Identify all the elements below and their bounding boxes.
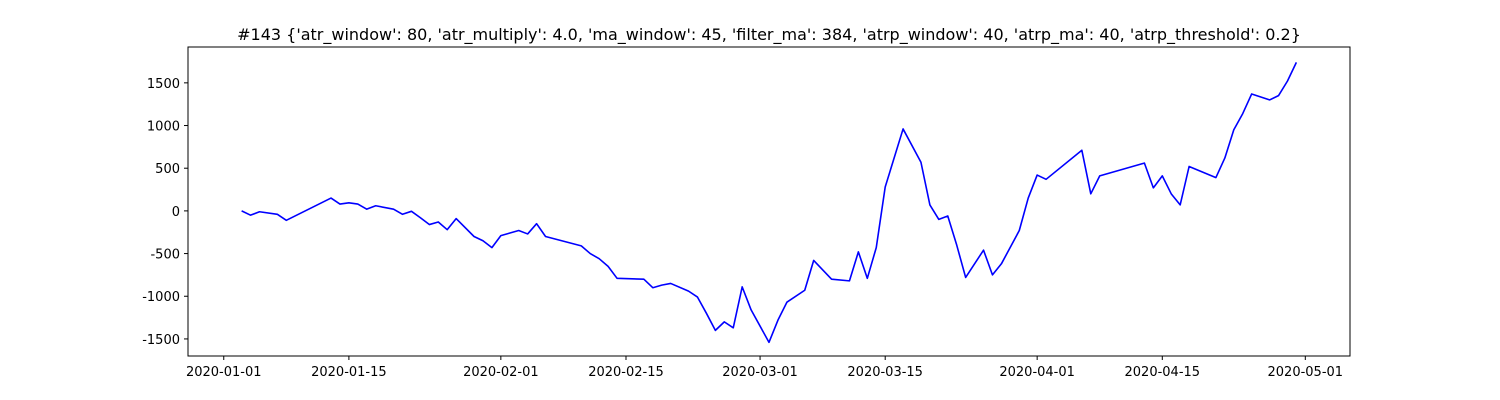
data-line	[241, 62, 1298, 344]
x-tick-label: 2020-02-15	[588, 365, 664, 380]
chart-title: #143 {'atr_window': 80, 'atr_multiply': …	[237, 25, 1301, 45]
y-tick-label: 1500	[147, 77, 180, 92]
y-tick-label: -500	[150, 248, 180, 263]
y-tick-label: 500	[155, 162, 180, 177]
plot-frame	[187, 46, 1351, 357]
x-tick-label: 2020-01-15	[311, 365, 387, 380]
x-tick-label: 2020-04-15	[1125, 365, 1201, 380]
y-tick-label: 0	[172, 205, 180, 220]
y-tick-label: -1000	[142, 290, 180, 305]
x-tick-label: 2020-02-01	[463, 365, 539, 380]
x-tick-label: 2020-04-01	[999, 365, 1075, 380]
y-tick-label: 1000	[147, 120, 180, 135]
x-tick-label: 2020-03-15	[847, 365, 923, 380]
x-tick-label: 2020-03-01	[722, 365, 798, 380]
x-tick-label: 2020-01-01	[186, 365, 262, 380]
y-tick-label: -1500	[142, 333, 180, 348]
x-tick-label: 2020-05-01	[1268, 365, 1344, 380]
